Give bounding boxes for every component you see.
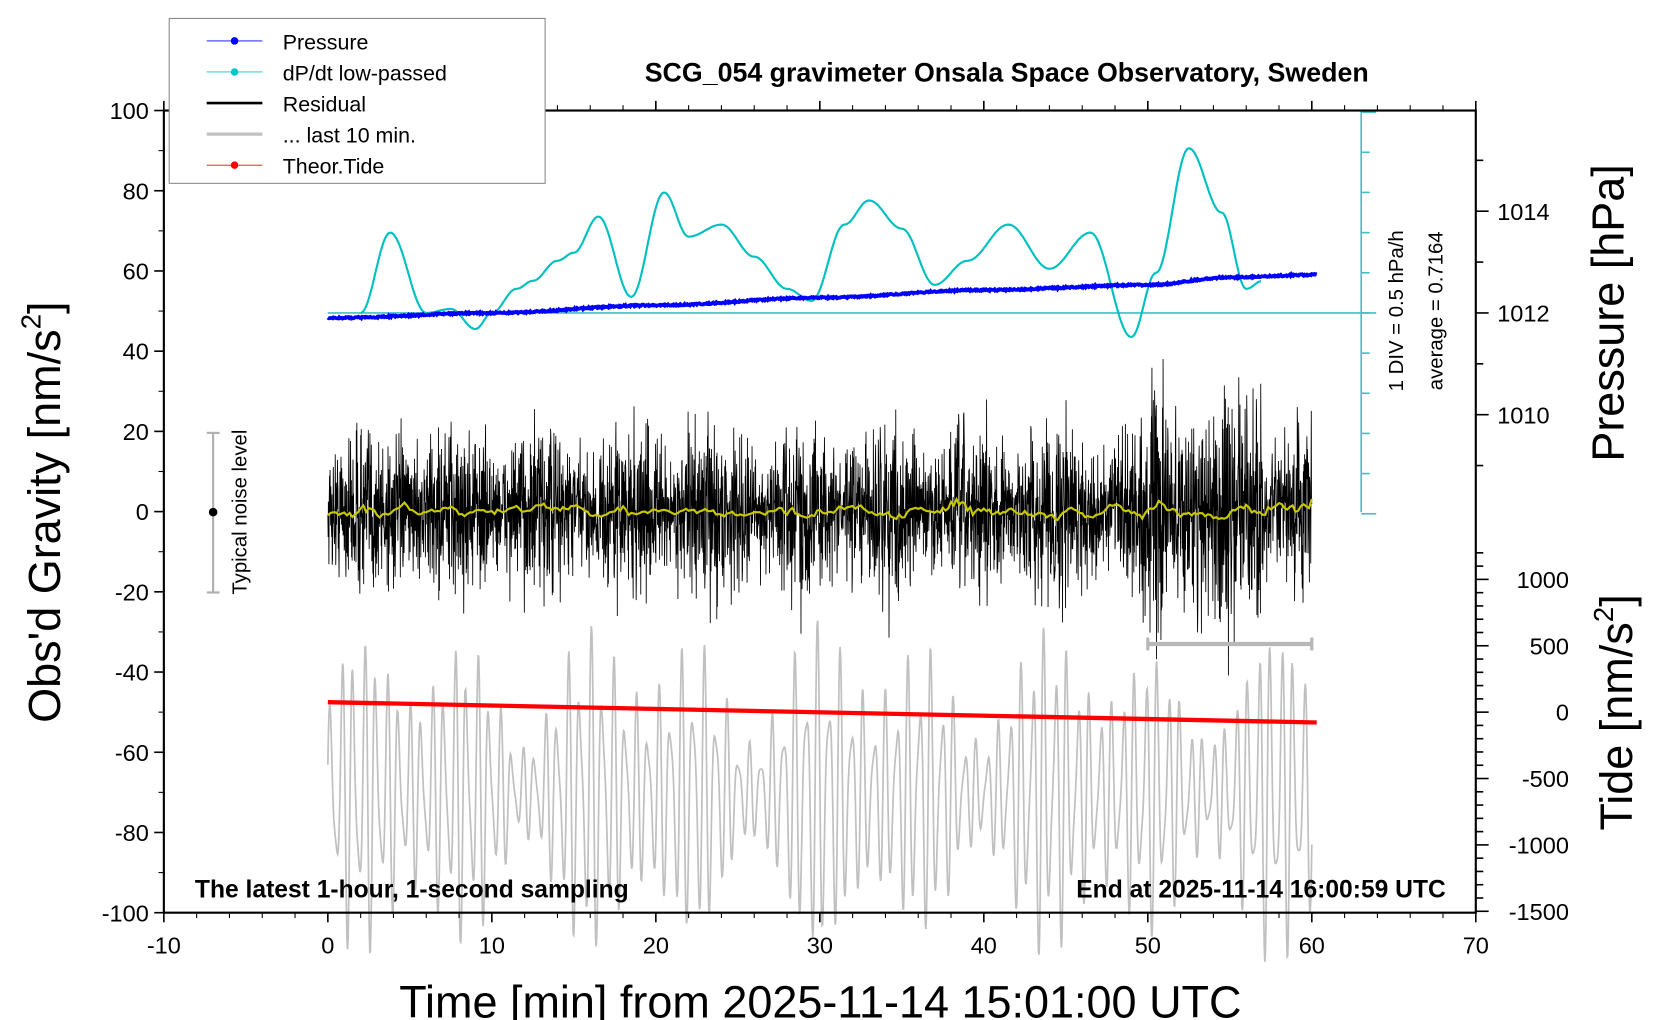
noise-level-label: Typical noise level	[229, 430, 251, 595]
legend-label: ... last 10 min.	[283, 124, 416, 148]
series-residual-lowpass	[327, 496, 1313, 522]
noise-level-indicator: Typical noise level	[206, 430, 251, 595]
tide-tick-label: -1500	[1509, 899, 1569, 925]
y-tick-label: 80	[123, 178, 149, 204]
pressure-tick-label: 1014	[1497, 199, 1549, 225]
x-tick-label: 50	[1135, 932, 1161, 958]
tide-tick-label: 500	[1530, 633, 1569, 659]
x-tick-label: 40	[971, 932, 997, 958]
pressure-tick-label: 1012	[1497, 301, 1549, 327]
tide-tick-label: -1000	[1509, 832, 1569, 858]
y-tick-label: -100	[102, 900, 149, 926]
annotation-sampling: The latest 1-hour, 1-second sampling	[195, 877, 629, 904]
tide-tick-label: 0	[1556, 700, 1569, 726]
x-tick-label: 70	[1463, 932, 1489, 958]
series-residual	[327, 358, 1313, 676]
y-tick-label: 100	[110, 98, 149, 124]
x-tick-label: 60	[1299, 932, 1325, 958]
legend-marker-4	[230, 161, 239, 169]
y-tick-label: -60	[115, 740, 149, 766]
x-tick-label: 20	[643, 932, 669, 958]
y-axis-title-pressure: Pressure [hPa]	[1583, 164, 1634, 461]
y-axis-title-tide: Tide [nm/s2]	[1588, 594, 1642, 830]
dpdt-average-label: average = 0.7164	[1426, 231, 1448, 390]
y-tick-label: -40	[115, 660, 149, 686]
legend-marker-0	[230, 37, 239, 45]
legend-label: dP/dt low-passed	[283, 62, 447, 86]
y-tick-label: 0	[136, 499, 149, 525]
y-tick-label: -80	[115, 820, 149, 846]
legend-label: Pressure	[283, 30, 369, 54]
legend-label: Residual	[283, 93, 366, 117]
dpdt-scale-label: 1 DIV = 0.5 hPa/h	[1386, 230, 1408, 391]
x-tick-label: -10	[147, 932, 181, 958]
series-pressure	[326, 270, 1318, 322]
pressure-tick-label: 1010	[1497, 402, 1549, 428]
x-tick-label: 10	[479, 932, 505, 958]
y-tick-label: 60	[123, 259, 149, 285]
legend-marker-1	[230, 68, 239, 76]
y-tick-label: 20	[123, 419, 149, 445]
series-last-10-min	[326, 620, 1313, 962]
y-tick-label: -20	[115, 579, 149, 605]
y-axis-title-left: Obs'd Gravity [nm/s2]	[16, 301, 70, 722]
x-tick-label: 0	[321, 932, 334, 958]
y-tick-label: 40	[123, 339, 149, 365]
x-axis-title: Time [min] from 2025-11-14 15:01:00 UTC	[399, 977, 1241, 1020]
tide-tick-label: 1000	[1517, 567, 1569, 593]
legend: Pressure dP/dt low-passed Residual ... last…	[168, 17, 546, 184]
tide-tick-label: -500	[1522, 766, 1569, 792]
series-theor-tide	[327, 700, 1317, 725]
legend-label: Theor.Tide	[283, 155, 385, 179]
annotation-end-time: End at 2025-11-14 16:00:59 UTC	[1076, 877, 1446, 904]
chart-title: SCG_054 gravimeter Onsala Space Observat…	[645, 58, 1369, 88]
x-tick-label: 30	[807, 932, 833, 958]
